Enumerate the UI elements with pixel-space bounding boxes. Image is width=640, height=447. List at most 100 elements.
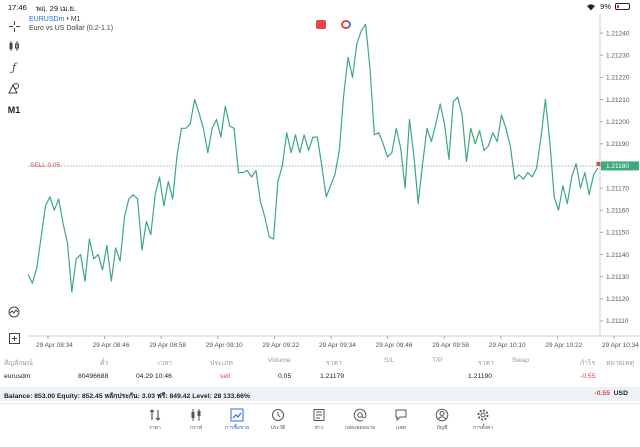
current-price-label: 1.21180 [606,163,629,170]
symbol-name[interactable]: EURUSDm [29,16,65,23]
col-comment: หมายเหตุ [606,360,634,367]
one-click-trading-icon[interactable] [316,20,326,29]
tab-label: การซื้อขาย [224,425,250,431]
battery-icon [615,3,630,10]
tab-label: การตั้งค่า [472,425,494,431]
col-symbol: สัญลักษณ์ [4,360,34,367]
indicator-icon[interactable] [6,304,22,320]
wifi-icon [587,3,596,10]
tab-chat[interactable]: แชท [381,408,421,432]
y-tick-label: 1.21170 [606,185,629,192]
price-line [28,23,599,293]
tab-label: แชท [396,425,406,431]
battery-percent: 9% [600,2,611,11]
timeframe-button[interactable]: M1 [7,105,21,115]
order-type: sell [220,373,231,380]
y-tick-label: 1.21210 [606,97,630,104]
order-ticket: 80496688 [78,373,109,380]
status-time: 17:46 [8,3,27,12]
tab-news[interactable]: ข่าว [299,408,339,432]
order-volume: 0.05 [278,373,292,380]
y-tick-label: 1.21120 [606,296,629,303]
tab-label: กราฟ [189,425,203,431]
status-bar: 17:46 พฤ. 29 เม.ย. 9% [0,0,640,14]
account-icon [435,408,449,422]
news-icon [313,409,325,421]
balance-currency: USD [613,390,628,397]
symbol-header: EURUSDm • M1 Euro vs US Dollar (0.2-1.1) [29,15,113,33]
y-tick-label: 1.21160 [606,208,629,215]
x-tick-label: 29 Apr 09:34 [319,342,356,349]
tab-label: บัญชี [436,425,448,431]
balance-bar: Balance: 853.00 Equity: 852.45 หลักประกั… [0,387,640,401]
x-tick-label: 29 Apr 09:58 [432,342,469,349]
order-symbol: eurusdm [4,373,31,380]
arrows-updown-icon [149,409,161,421]
y-tick-label: 1.21150 [606,230,629,237]
tab-account[interactable]: บัญชี [422,408,462,432]
tab-settings[interactable]: การตั้งค่า [463,408,503,432]
x-tick-label: 29 Apr 09:22 [262,342,299,349]
sell-order-label: SELL 0.05 [30,162,61,169]
price-chart[interactable]: 1.21240 1.21230 1.21220 1.21210 1.21200 1.211… [28,14,640,354]
chat-icon [395,409,407,422]
col-sl: S/L [384,357,395,364]
tab-chart[interactable]: กราฟ [176,408,216,432]
history-icon [272,409,284,421]
chart-toolbar: ƒ M1 [0,14,28,346]
objects-icon[interactable] [6,80,22,96]
col-time: เวลา [158,360,173,367]
col-profit: กำไร [580,360,596,367]
order-open-price: 1.21179 [320,373,345,380]
symbol-timeframe: M1 [70,16,81,23]
x-tick-label: 29 Apr 10:34 [602,342,639,349]
tab-label: ราคา [149,425,161,431]
y-tick-label: 1.21190 [606,141,629,148]
col-ticket: ตั๋ว [100,360,109,367]
function-icon[interactable]: ƒ [11,60,17,74]
tab-history[interactable]: ประวัติ [258,408,298,432]
col-tp: T/P [432,357,443,364]
trade-chart-icon [230,408,244,422]
balance-profit: -0.55 [594,390,611,397]
order-time: 04.29 10:46 [136,373,172,380]
add-object-icon[interactable] [6,330,22,346]
mailbox-icon [353,408,367,422]
order-row[interactable]: eurusdm 80496688 04.29 10:46 sell 0.05 1… [0,370,640,383]
col-type: ประเภท [210,360,233,367]
tab-mailbox[interactable]: กล่องจดหมาย [340,408,380,432]
y-tick-label: 1.21110 [606,318,629,325]
order-current-price: 1.21190 [468,373,493,380]
x-tick-label: 29 Apr 09:46 [376,342,413,349]
x-tick-label: 29 Apr 08:58 [149,342,186,349]
orders-header: สัญลักษณ์ ตั๋ว เวลา ประเภท Volume ราคา S… [0,354,640,367]
order-profit: -0.55 [580,373,596,380]
tab-trade[interactable]: การซื้อขาย [217,408,257,432]
y-tick-label: 1.21140 [606,252,629,259]
bottom-tab-bar: ราคา กราฟ การซื้อขาย ประวัติ ข่าว กล่องจ… [0,403,640,447]
tab-label: ประวัติ [270,425,286,431]
x-tick-label: 29 Apr 08:46 [93,342,130,349]
crosshair-icon[interactable] [6,18,22,34]
x-tick-label: 29 Apr 10:10 [489,342,526,349]
status-date: พฤ. 29 เม.ย. [36,4,77,13]
y-tick-label: 1.21220 [606,75,630,82]
settings-icon [477,409,489,421]
candles-icon[interactable] [6,38,22,54]
x-tick-label: 29 Apr 10:22 [545,342,582,349]
quick-sync-icon[interactable] [341,20,351,29]
sell-marker [596,161,601,166]
x-tick-label: 29 Apr 09:10 [206,342,243,349]
x-tick-label: 29 Apr 08:34 [36,342,73,349]
symbol-description: Euro vs US Dollar (0.2-1.1) [29,25,114,32]
y-tick-label: 1.21230 [606,53,630,60]
current-price-tag [601,161,639,171]
col-volume: Volume [268,357,291,364]
y-tick-label: 1.21240 [606,30,630,37]
tab-label: กล่องจดหมาย [344,425,376,431]
chart-canvas[interactable]: 1.21240 1.21230 1.21220 1.21210 1.21200 1.211… [28,14,640,354]
tab-quotes[interactable]: ราคา [135,408,175,432]
y-tick-label: 1.21130 [606,274,629,281]
balance-summary: Balance: 853.00 Equity: 852.45 หลักประกั… [4,393,251,400]
col-current-price: ราคา [478,360,494,367]
